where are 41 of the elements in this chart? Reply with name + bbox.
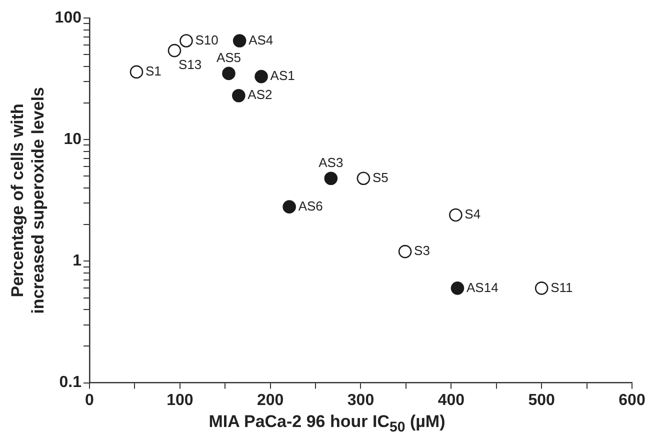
point	[180, 34, 193, 48]
point	[282, 200, 296, 214]
point	[254, 70, 268, 84]
point	[222, 66, 236, 80]
point	[324, 172, 338, 186]
annotation: S3	[414, 243, 430, 258]
point	[449, 208, 462, 222]
annotation: S13	[178, 57, 202, 72]
x-tick-label: 300	[347, 392, 374, 409]
point	[168, 44, 182, 58]
y-tick-label: 100	[54, 9, 82, 26]
y-tick-label: 10	[64, 131, 82, 148]
x-tick-label: 400	[438, 392, 465, 409]
point	[450, 282, 464, 295]
x-tick-label: 500	[528, 392, 556, 409]
y-tick-label: 1	[72, 252, 82, 270]
annotation: AS6	[298, 198, 323, 214]
annotation: S10	[195, 32, 218, 48]
point	[398, 244, 412, 258]
y-tick-label: 0.1	[59, 374, 82, 392]
annotation: AS14	[466, 280, 498, 295]
annotation: AS5	[216, 50, 242, 66]
point	[232, 88, 246, 102]
point	[534, 282, 548, 295]
point	[130, 65, 144, 79]
y-axis-title: Percentage of cells with increased superoxide levels	[8, 87, 48, 314]
annotation: AS3	[318, 154, 344, 170]
annotation: S11	[550, 280, 573, 295]
annotation: S4	[464, 206, 481, 222]
point	[356, 172, 370, 186]
annotation: S1	[146, 64, 162, 79]
annotation: AS1	[270, 68, 295, 84]
x-axis-title: MIA PaCa-2 96 hour IC$_{50}$ (µM)	[208, 412, 446, 436]
annotation: S5	[372, 170, 388, 185]
annotation: AS4	[248, 32, 274, 48]
point	[232, 34, 246, 48]
x-tick-label: 100	[166, 392, 194, 409]
x-tick-label: 0	[85, 392, 94, 409]
x-tick-label: 200	[256, 392, 284, 409]
x-tick-label: 600	[618, 392, 646, 409]
annotation: AS2	[248, 87, 272, 102]
